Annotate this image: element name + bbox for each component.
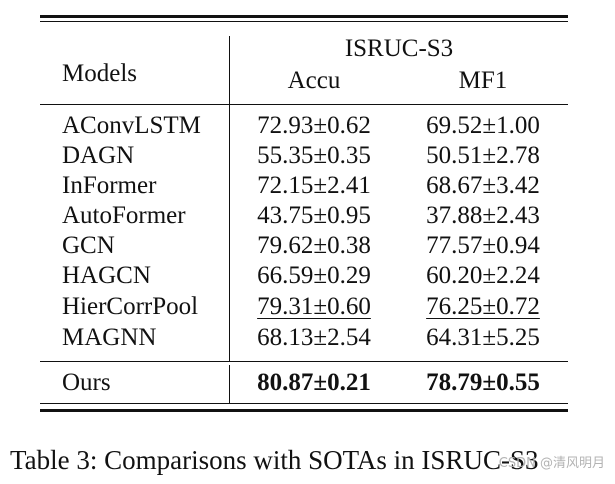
header-bottom-rule <box>40 104 568 105</box>
header-models: Models <box>62 60 137 87</box>
row-mf1-best: 78.79±0.55 <box>426 369 540 396</box>
row-model: DAGN <box>62 142 135 169</box>
header-accu: Accu <box>287 67 341 94</box>
row-mf1: 50.51±2.78 <box>426 142 540 169</box>
row-model: AutoFormer <box>62 202 186 229</box>
row-accu: 68.13±2.54 <box>257 324 371 351</box>
row-model: HAGCN <box>62 262 151 289</box>
row-accu: 55.35±0.35 <box>257 142 371 169</box>
row-mf1-second-best: 76.25±0.72 <box>426 293 540 320</box>
row-model: AConvLSTM <box>62 112 201 139</box>
table-bottom-rule-inner <box>40 403 568 404</box>
row-accu: 72.15±2.41 <box>257 172 371 199</box>
table-separator-upper <box>229 36 230 361</box>
table-top-rule-inner <box>40 21 568 22</box>
row-model: InFormer <box>62 172 157 199</box>
header-dataset: ISRUC-S3 <box>344 35 454 62</box>
ours-top-rule <box>40 361 568 362</box>
row-model-ours: Ours <box>62 369 111 396</box>
header-mf1: MF1 <box>458 67 508 94</box>
row-mf1: 77.57±0.94 <box>426 232 540 259</box>
row-accu: 72.93±0.62 <box>257 112 371 139</box>
row-accu-second-best: 79.31±0.60 <box>257 293 371 320</box>
row-accu: 43.75±0.95 <box>257 202 371 229</box>
row-mf1: 68.67±3.42 <box>426 172 540 199</box>
row-model: HierCorrPool <box>62 293 199 320</box>
row-mf1: 69.52±1.00 <box>426 112 540 139</box>
row-model: MAGNN <box>62 324 157 351</box>
row-accu: 66.59±0.29 <box>257 262 371 289</box>
watermark: CSDN @清风明月 <box>498 456 605 471</box>
row-mf1: 60.20±2.24 <box>426 262 540 289</box>
row-mf1: 64.31±5.25 <box>426 324 540 351</box>
table-bottom-rule <box>40 409 568 412</box>
row-accu-best: 80.87±0.21 <box>257 369 371 396</box>
table-caption: Table 3: Comparisons with SOTAs in ISRUC… <box>10 445 539 475</box>
row-accu: 79.62±0.38 <box>257 232 371 259</box>
row-mf1: 37.88±2.43 <box>426 202 540 229</box>
table-separator-lower <box>229 365 230 403</box>
table-top-rule <box>40 15 568 18</box>
row-model: GCN <box>62 232 115 259</box>
